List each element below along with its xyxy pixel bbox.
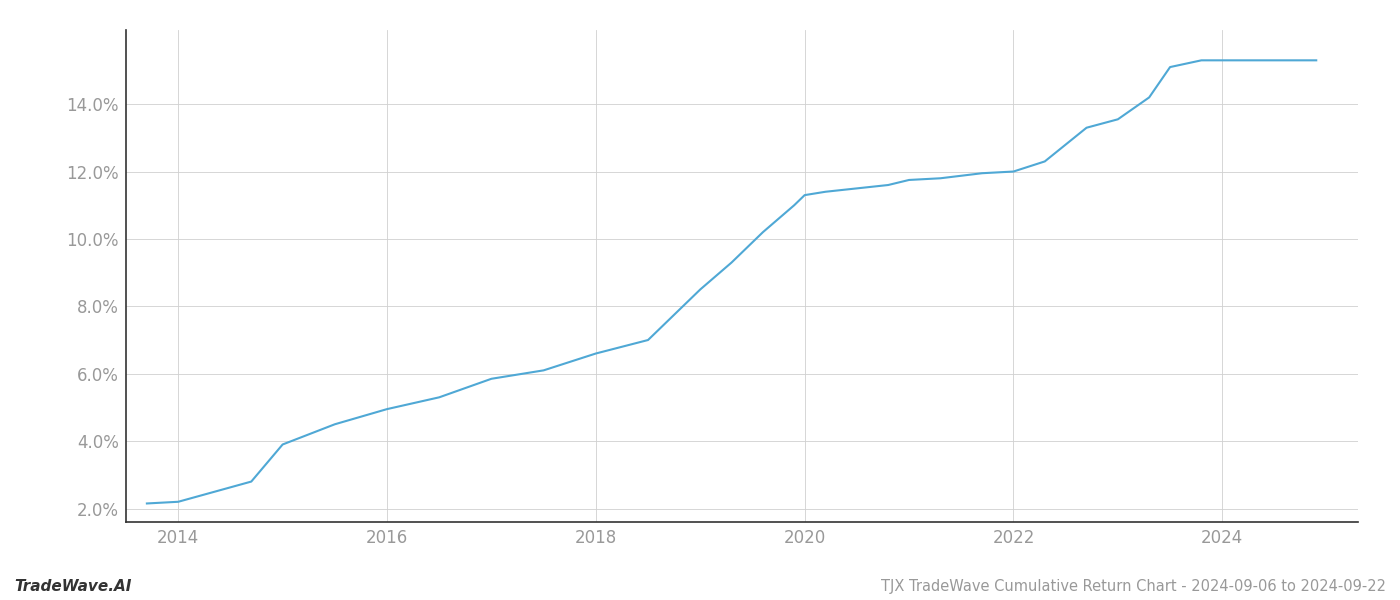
Text: TradeWave.AI: TradeWave.AI (14, 579, 132, 594)
Text: TJX TradeWave Cumulative Return Chart - 2024-09-06 to 2024-09-22: TJX TradeWave Cumulative Return Chart - … (881, 579, 1386, 594)
